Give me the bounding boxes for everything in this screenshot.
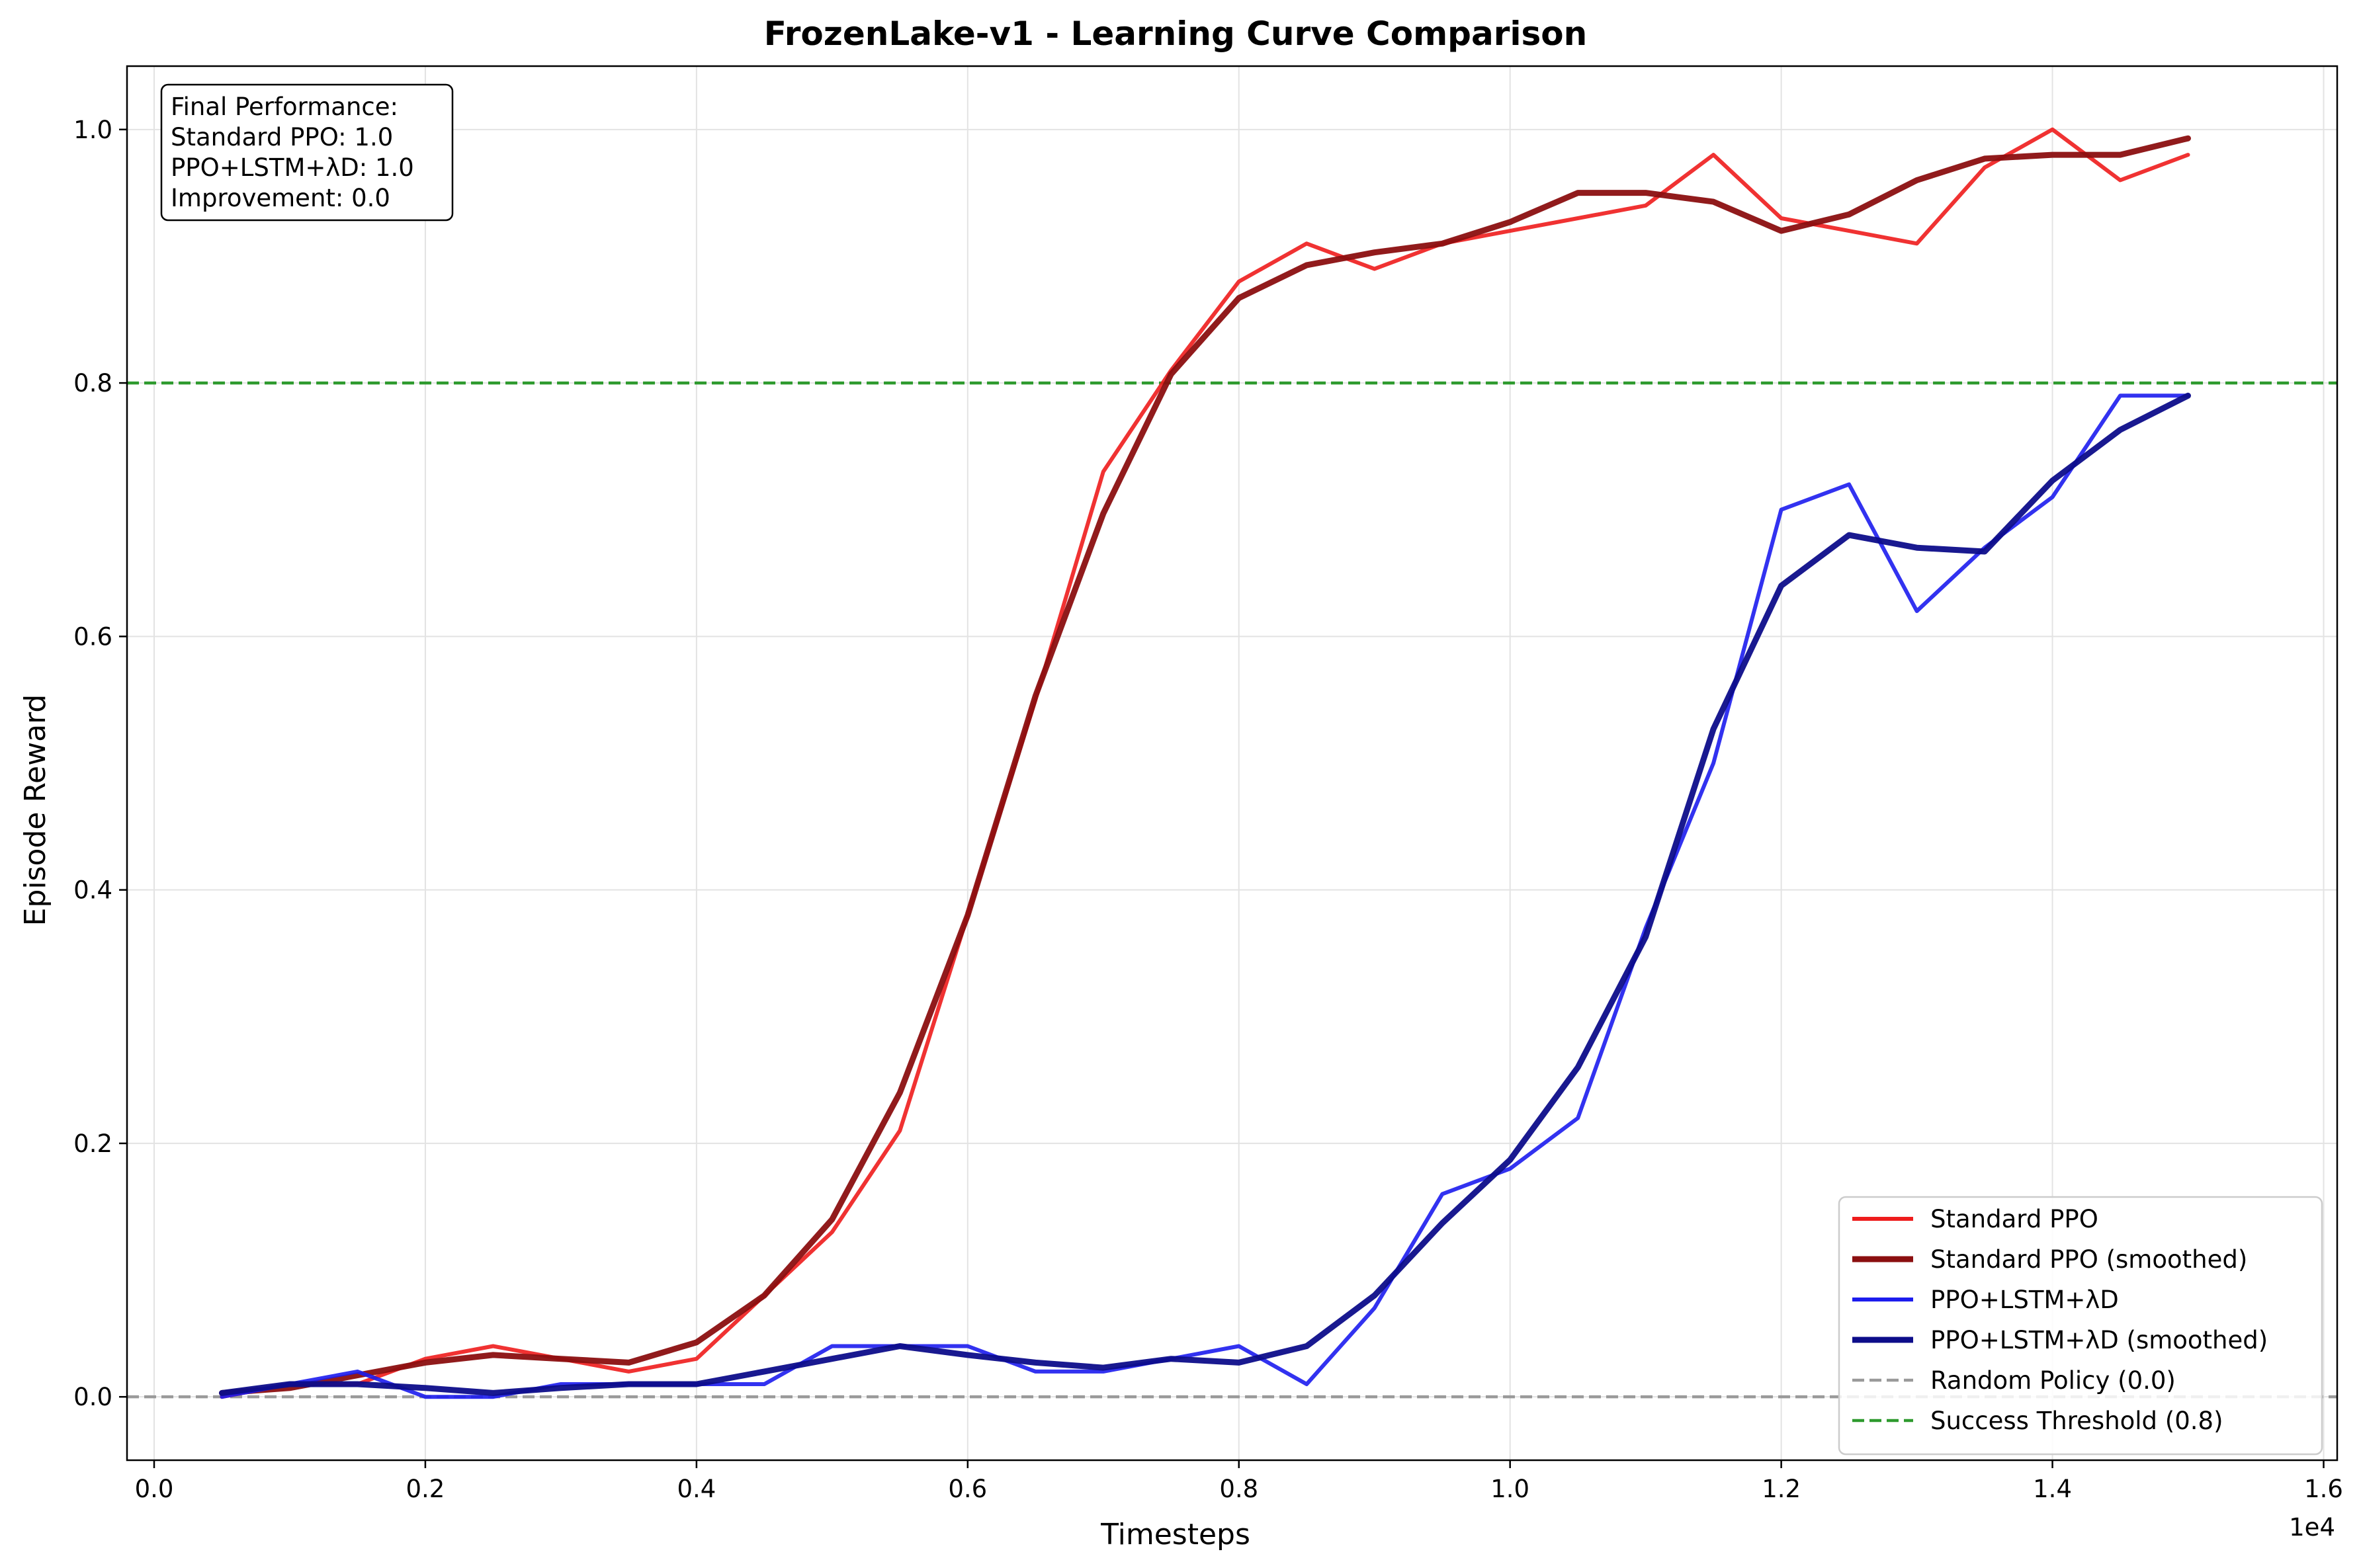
legend-label: PPO+LSTM+λD (smoothed) [1930,1326,2268,1354]
x-axis-offset-label: 1e4 [2289,1513,2335,1542]
legend-box [1838,1196,2323,1456]
legend-label: PPO+LSTM+λD [1930,1286,2119,1314]
y-tick-label: 0.2 [73,1130,112,1158]
y-tick-label: 0.6 [73,622,112,651]
annotation-line: PPO+LSTM+λD: 1.0 [171,153,414,182]
x-tick-label: 0.8 [1219,1475,1258,1503]
x-axis-ticks: 0.0 0.2 0.4 0.6 0.8 1.0 1.2 1.4 1.6 [135,1460,2343,1503]
x-tick-label: 0.0 [135,1475,174,1503]
legend-label: Random Policy (0.0) [1930,1366,2176,1395]
chart-title: FrozenLake-v1 - Learning Curve Compariso… [764,15,1587,53]
annotation-box [160,83,454,222]
y-tick-label: 0.4 [73,876,112,905]
y-axis-ticks: 0.0 0.2 0.4 0.6 0.8 1.0 [73,116,127,1411]
y-axis-label: Episode Reward [19,694,52,927]
x-tick-label: 1.6 [2304,1475,2343,1503]
legend-label: Standard PPO [1930,1205,2098,1233]
x-tick-label: 1.0 [1490,1475,1529,1503]
x-axis-label: Timesteps [1100,1518,1250,1551]
series-line [219,135,2191,1396]
annotation-line: Final Performance: [171,93,398,121]
x-tick-label: 0.2 [406,1475,445,1503]
x-tick-label: 0.4 [677,1475,716,1503]
final-performance-annotation: Final Performance: Standard PPO: 1.0 PPO… [160,83,454,222]
plot-area-frame [126,65,2339,1462]
y-tick-label: 0.0 [73,1383,112,1411]
series-line [219,392,2191,1396]
annotation-line: Improvement: 0.0 [171,184,390,212]
legend-label: Success Threshold (0.8) [1930,1407,2223,1435]
legend-label: Standard PPO (smoothed) [1930,1245,2247,1274]
y-tick-label: 0.8 [73,369,112,397]
legend: Standard PPO Standard PPO (smoothed) PPO+L… [1838,1196,2323,1456]
x-tick-label: 1.4 [2033,1475,2072,1503]
x-tick-label: 1.2 [1762,1475,1801,1503]
y-tick-label: 1.0 [73,116,112,144]
series-lines [219,127,2191,1399]
annotation-line: Standard PPO: 1.0 [171,123,393,151]
x-tick-label: 0.6 [948,1475,987,1503]
